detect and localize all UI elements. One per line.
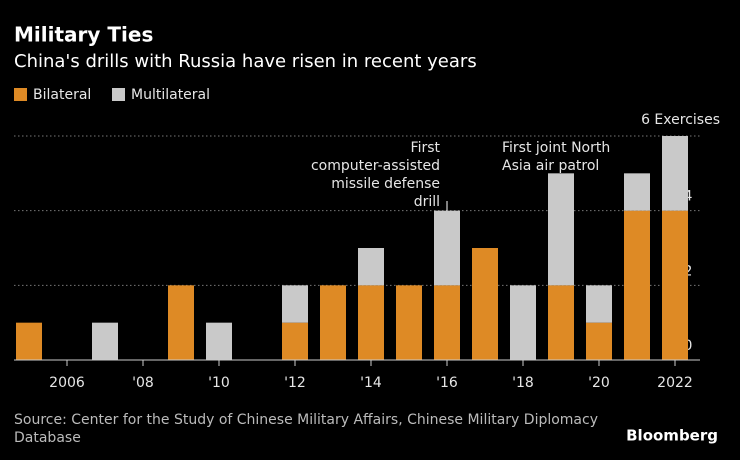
annotation: First bbox=[411, 140, 441, 156]
bar-segment bbox=[586, 285, 612, 323]
x-tick-label: '08 bbox=[132, 375, 154, 391]
y-tick-label: 6 Exercises bbox=[641, 112, 720, 128]
credit: Bloomberg bbox=[626, 427, 718, 445]
x-tick-label: '18 bbox=[512, 375, 534, 391]
legend-swatch bbox=[14, 88, 27, 101]
annotation: First joint North bbox=[502, 140, 610, 156]
bar-segment bbox=[548, 285, 574, 360]
x-tick-label: '20 bbox=[588, 375, 610, 391]
bar-segment bbox=[206, 322, 232, 360]
bar-segment bbox=[320, 285, 346, 360]
x-tick-label: '12 bbox=[284, 375, 306, 391]
legend-label: Bilateral bbox=[33, 87, 91, 103]
annotation: drill bbox=[414, 194, 440, 210]
bar-segment bbox=[282, 322, 308, 360]
bar-segment bbox=[472, 248, 498, 360]
legend-swatch bbox=[112, 88, 125, 101]
bar-segment bbox=[586, 322, 612, 360]
x-tick-label: '14 bbox=[360, 375, 382, 391]
chart-subtitle: China's drills with Russia have risen in… bbox=[14, 51, 477, 72]
source: Source: Center for the Study of Chinese … bbox=[14, 412, 598, 428]
bar-segment bbox=[662, 136, 688, 211]
y-tick-label: 4 bbox=[684, 189, 693, 205]
bar-segment bbox=[434, 210, 460, 286]
x-tick-label: '16 bbox=[436, 375, 458, 391]
source: Database bbox=[14, 430, 81, 446]
annotation: missile defense bbox=[331, 176, 440, 192]
bar-segment bbox=[92, 322, 118, 360]
bar-segment bbox=[358, 285, 384, 360]
bar-segment bbox=[396, 285, 422, 360]
bar-segment bbox=[16, 322, 42, 360]
x-tick-label: 2006 bbox=[49, 375, 85, 391]
bar-segment bbox=[358, 248, 384, 286]
bar-segment bbox=[624, 210, 650, 360]
x-tick-label: '10 bbox=[208, 375, 230, 391]
bar-segment bbox=[548, 173, 574, 286]
bar-segment bbox=[510, 285, 536, 360]
bar-segment bbox=[434, 285, 460, 360]
bar-segment bbox=[282, 285, 308, 323]
chart-title: Military Ties bbox=[14, 23, 153, 47]
bar-segment bbox=[662, 210, 688, 360]
x-tick-label: 2022 bbox=[657, 375, 693, 391]
bar-segment bbox=[168, 285, 194, 360]
annotation: computer-assisted bbox=[311, 158, 440, 174]
legend-label: Multilateral bbox=[131, 87, 210, 103]
annotation: Asia air patrol bbox=[502, 158, 599, 174]
bar-segment bbox=[624, 173, 650, 211]
